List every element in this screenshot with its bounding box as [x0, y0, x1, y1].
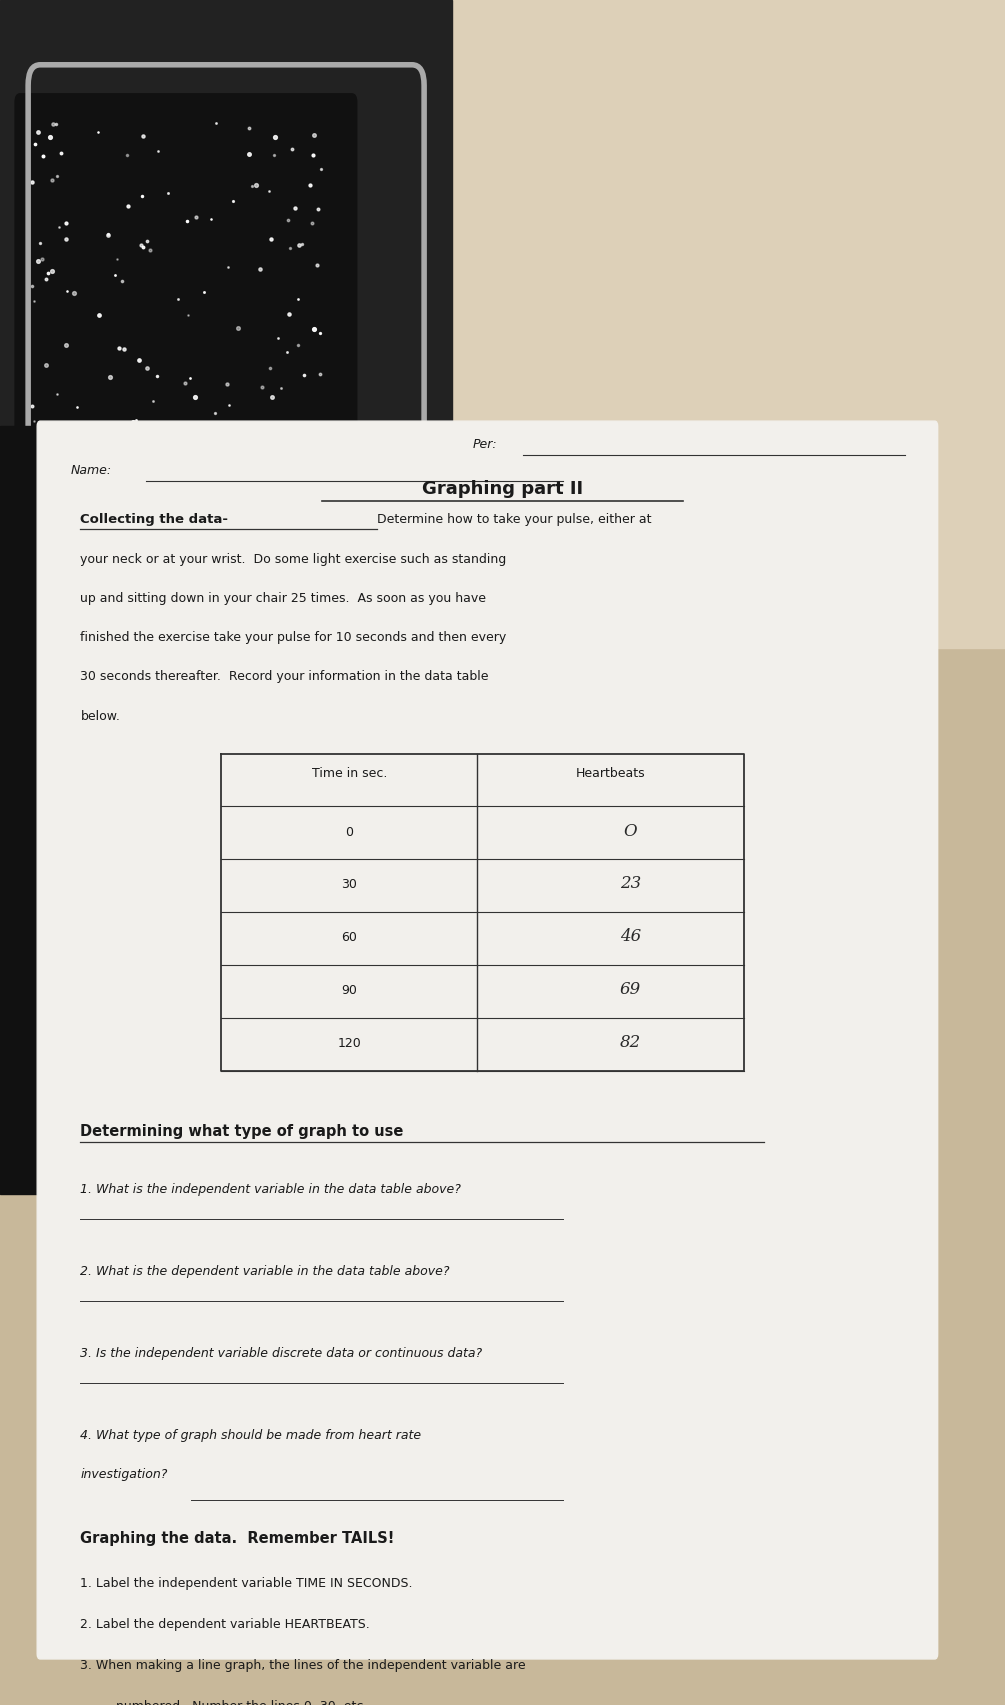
Text: 69: 69 — [620, 980, 641, 997]
Text: Heartbeats: Heartbeats — [576, 767, 645, 781]
Text: 1. Label the independent variable TIME IN SECONDS.: 1. Label the independent variable TIME I… — [80, 1577, 413, 1591]
Text: 1. What is the independent variable in the data table above?: 1. What is the independent variable in t… — [80, 1183, 461, 1197]
Text: 23: 23 — [620, 875, 641, 892]
Text: 90: 90 — [342, 984, 357, 997]
Text: 46: 46 — [620, 928, 641, 945]
Text: investigation?: investigation? — [80, 1468, 168, 1482]
Text: Determining what type of graph to use: Determining what type of graph to use — [80, 1124, 404, 1139]
Text: numbered.  Number the lines 0, 30, etc.: numbered. Number the lines 0, 30, etc. — [116, 1700, 367, 1705]
Text: O: O — [624, 822, 637, 839]
Text: Per:: Per: — [472, 438, 497, 452]
FancyBboxPatch shape — [37, 421, 938, 1659]
Text: 2. What is the dependent variable in the data table above?: 2. What is the dependent variable in the… — [80, 1265, 450, 1279]
Text: Graphing the data.  Remember TAILS!: Graphing the data. Remember TAILS! — [80, 1531, 395, 1546]
Text: 30: 30 — [342, 878, 357, 892]
Bar — [281, 0, 1005, 648]
Text: your neck or at your wrist.  Do some light exercise such as standing: your neck or at your wrist. Do some ligh… — [80, 552, 507, 566]
Text: 82: 82 — [620, 1033, 641, 1050]
Text: Name:: Name: — [70, 464, 112, 477]
Text: 3. Is the independent variable discrete data or continuous data?: 3. Is the independent variable discrete … — [80, 1347, 482, 1361]
Bar — [0, 426, 50, 1194]
Text: 120: 120 — [338, 1037, 361, 1050]
Text: 60: 60 — [342, 931, 357, 945]
Text: 3. When making a line graph, the lines of the independent variable are: 3. When making a line graph, the lines o… — [80, 1659, 526, 1673]
FancyBboxPatch shape — [15, 94, 357, 486]
Text: Collecting the data-: Collecting the data- — [80, 513, 228, 527]
Text: Graphing part II: Graphing part II — [422, 481, 583, 498]
Text: below.: below. — [80, 709, 121, 723]
Bar — [0, 0, 452, 512]
Text: Time in sec.: Time in sec. — [312, 767, 387, 781]
Text: Determine how to take your pulse, either at: Determine how to take your pulse, either… — [377, 513, 651, 527]
Text: 0: 0 — [346, 825, 353, 839]
Text: finished the exercise take your pulse for 10 seconds and then every: finished the exercise take your pulse fo… — [80, 631, 507, 644]
Text: 4. What type of graph should be made from heart rate: 4. What type of graph should be made fro… — [80, 1429, 421, 1442]
Text: 30 seconds thereafter.  Record your information in the data table: 30 seconds thereafter. Record your infor… — [80, 670, 488, 684]
Text: 2. Label the dependent variable HEARTBEATS.: 2. Label the dependent variable HEARTBEA… — [80, 1618, 370, 1632]
Text: up and sitting down in your chair 25 times.  As soon as you have: up and sitting down in your chair 25 tim… — [80, 592, 486, 605]
